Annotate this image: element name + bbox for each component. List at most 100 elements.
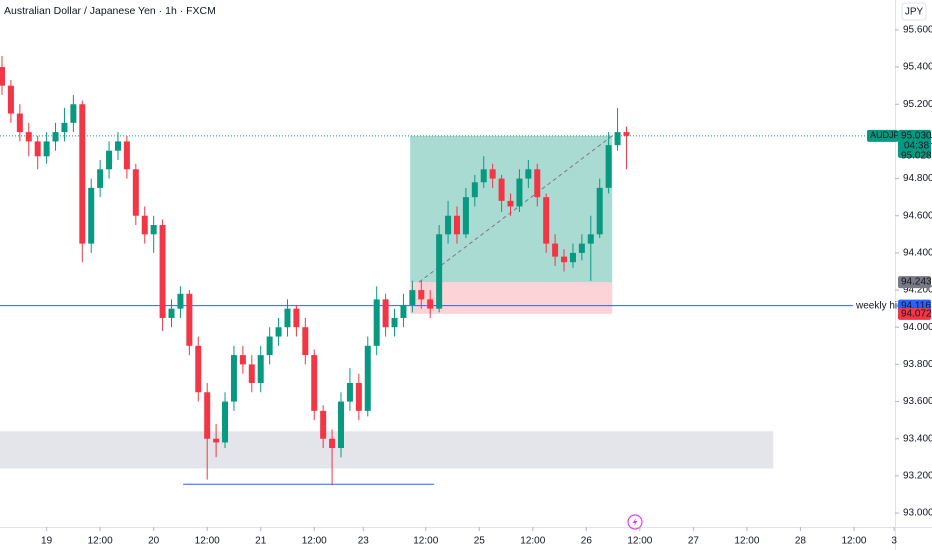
x-tick-label: 12:00 xyxy=(520,536,545,547)
trade-path xyxy=(418,135,613,283)
candle-body xyxy=(587,234,594,244)
candle-body xyxy=(355,382,362,411)
chart-title: Australian Dollar / Japanese Yen · 1h · … xyxy=(4,5,216,17)
x-tick-label: 12:00 xyxy=(627,536,652,547)
candle-body xyxy=(364,345,371,411)
candle-body xyxy=(320,410,327,439)
candle-body xyxy=(132,169,139,216)
candle-body xyxy=(373,299,380,346)
candle-body xyxy=(614,132,621,146)
candle-body xyxy=(150,225,157,235)
candle-body xyxy=(97,169,104,188)
lightning-icon[interactable] xyxy=(627,514,643,530)
candle-body xyxy=(239,355,246,365)
candle-body xyxy=(213,438,220,443)
x-tick-label: 25 xyxy=(474,536,486,547)
candle-body xyxy=(605,145,612,188)
candle-body xyxy=(248,364,255,383)
candle-body xyxy=(569,252,576,263)
candle-body xyxy=(302,327,309,356)
y-tick-label: 94.800 xyxy=(903,173,932,184)
currency: JPY xyxy=(905,7,924,18)
x-tick-label: 28 xyxy=(795,536,807,547)
candle-body xyxy=(159,225,166,318)
y-tick-label: 95.600 xyxy=(903,25,932,36)
symbol-tag-bg xyxy=(867,129,898,142)
x-tick-label: 12:00 xyxy=(88,536,113,547)
candle-body xyxy=(25,132,32,142)
candle-body xyxy=(230,355,237,402)
profit-zone xyxy=(410,135,613,283)
candle-body xyxy=(498,178,505,201)
y-tick-label: 94.200 xyxy=(903,285,932,296)
support-zone xyxy=(0,431,774,469)
candle-body xyxy=(177,293,184,309)
candle-body xyxy=(471,182,478,198)
candle-body xyxy=(204,392,211,439)
x-tick-label: 12:00 xyxy=(734,536,759,547)
candle-body xyxy=(141,215,148,235)
candle-body xyxy=(114,141,121,151)
candle-body xyxy=(462,197,469,235)
x-tick-label: 23 xyxy=(358,536,370,547)
symbol-tag: AUDJPY xyxy=(870,130,906,140)
y-tick-label: 93.800 xyxy=(903,359,932,370)
countdown: 04:38 xyxy=(904,140,929,151)
candle-body xyxy=(329,438,336,449)
weekly-high-label: weekly high xyxy=(855,300,908,311)
loss-zone xyxy=(410,282,613,314)
price-tag: 95.030 xyxy=(901,130,932,141)
candle-body xyxy=(534,169,541,198)
y-tick-label: 94.600 xyxy=(903,210,932,221)
candle-body xyxy=(596,187,603,235)
x-tick-label: 12:00 xyxy=(841,536,866,547)
candle-body xyxy=(275,327,282,337)
candle-body xyxy=(436,234,443,309)
candle-body xyxy=(52,132,59,142)
candle-body xyxy=(480,169,487,183)
candle-body xyxy=(552,243,559,257)
y-tick-label: 94.400 xyxy=(903,248,932,259)
y-tick-label: 93.000 xyxy=(903,508,932,519)
candle-body xyxy=(525,169,532,179)
bid-tag: 95.028 xyxy=(901,150,932,161)
candle-body xyxy=(70,104,77,123)
candle-body xyxy=(266,336,273,356)
candle-body xyxy=(516,178,523,207)
candle-body xyxy=(106,150,113,170)
candle-body xyxy=(293,308,300,328)
currency-box[interactable] xyxy=(901,2,927,21)
candle-body xyxy=(88,187,95,244)
x-tick-label: 27 xyxy=(688,536,700,547)
candle-body xyxy=(507,200,514,207)
candle-body xyxy=(222,401,229,443)
candle-body xyxy=(489,169,496,179)
candle-body xyxy=(195,345,202,393)
x-tick-label: 19 xyxy=(41,536,53,547)
candle-body xyxy=(79,104,86,244)
candle-body xyxy=(623,132,630,136)
stop-tag: 94.072 xyxy=(901,308,932,319)
x-tick-label: 12:00 xyxy=(302,536,327,547)
candle-body xyxy=(382,299,389,328)
candle-body xyxy=(400,304,407,318)
y-tick-label: 93.600 xyxy=(903,396,932,407)
candle-body xyxy=(0,67,6,86)
candle-body xyxy=(257,355,264,383)
candle-body xyxy=(168,308,175,318)
candle-body xyxy=(578,243,585,253)
candle-body xyxy=(61,122,68,133)
x-tick-label: 26 xyxy=(581,536,593,547)
candle-body xyxy=(418,290,425,300)
candle-body xyxy=(43,141,50,157)
y-tick-label: 95.200 xyxy=(903,99,932,110)
weekly-high-tag: 94.116 xyxy=(901,300,931,311)
candle-body xyxy=(311,355,318,411)
x-tick-label: 3 xyxy=(891,536,897,547)
candle-body xyxy=(445,215,452,235)
candle-body xyxy=(16,113,23,133)
entry-tag: 94.243 xyxy=(901,277,932,288)
y-tick-label: 94.000 xyxy=(903,322,932,333)
weekly-high-label-bg xyxy=(853,299,895,312)
